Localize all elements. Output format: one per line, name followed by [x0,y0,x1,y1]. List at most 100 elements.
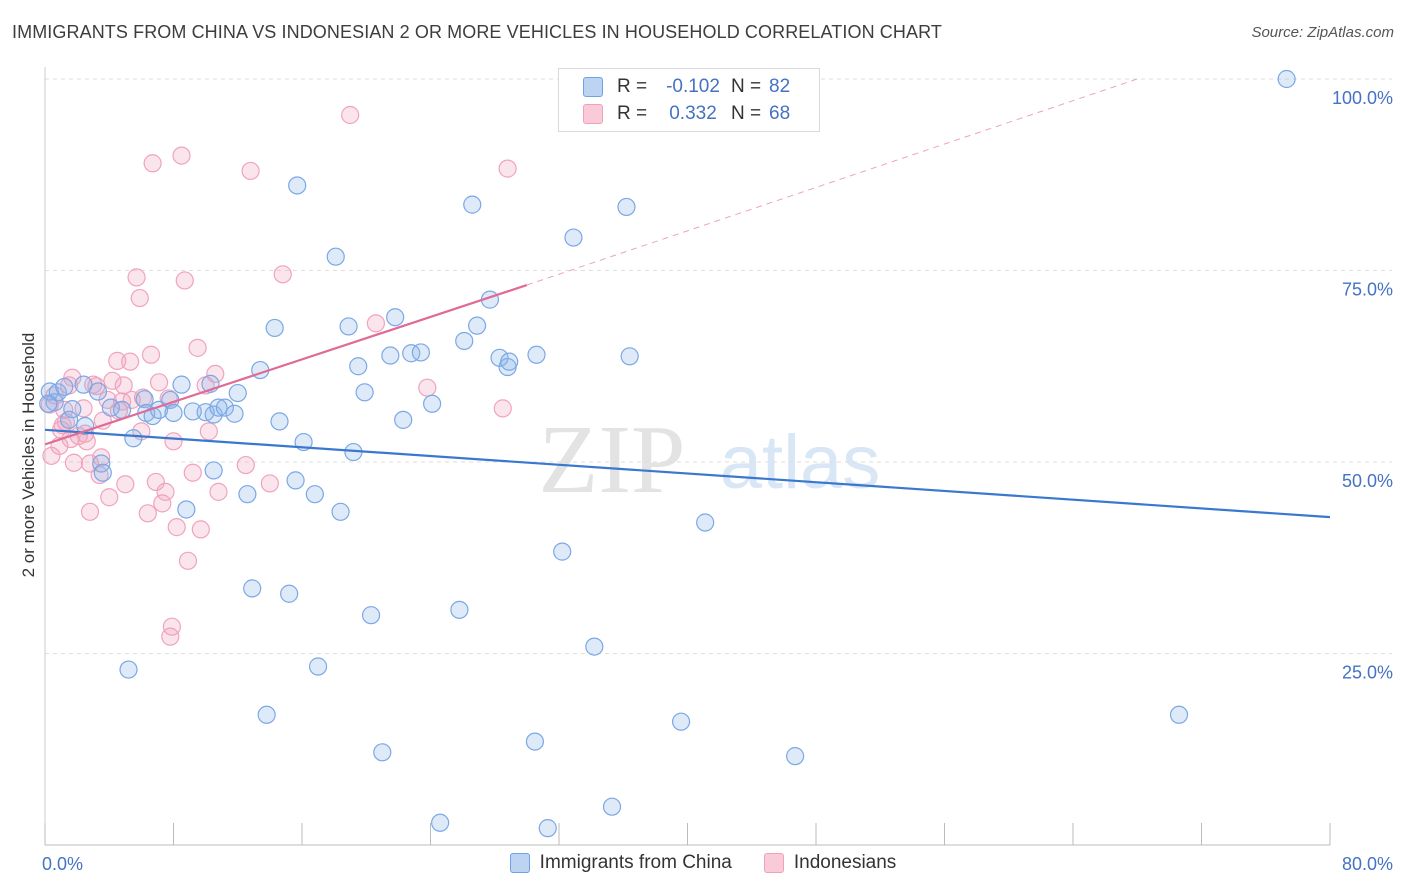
china-point [553,542,572,561]
china-point [326,247,345,266]
china-point [355,383,374,402]
watermark-zip: ZIP [539,406,686,514]
legend-r-value: 0.332 [669,103,717,124]
indonesians-point [175,271,194,290]
indonesians-point [172,146,191,165]
china-point [305,485,324,504]
china-point [55,377,74,397]
china-point [339,317,358,336]
china-point [280,584,299,603]
correlation-legend: R = -0.102 N = 82 R = 0.332 N = 68 [558,68,820,132]
china-point [620,347,639,366]
legend-r-label: R = [617,76,648,97]
y-axis-label: 2 or more Vehicles in Household [19,333,38,578]
legend-indonesians-label: Indonesians [793,852,897,873]
china-point [286,471,305,490]
watermark: ZIP atlas [539,406,881,514]
china-point [564,228,583,247]
indonesians-point [141,345,161,364]
indonesians-point [493,399,512,418]
indonesians-point [127,268,146,287]
china-point [585,637,604,656]
indonesians-point [498,159,517,178]
indonesians-point [156,482,175,501]
china-point [74,375,93,394]
china-point [135,390,154,409]
china-point [602,797,622,816]
indonesians-point [143,154,162,173]
indonesians-point [236,455,255,475]
china-point [331,502,350,521]
indonesians-point [64,453,84,472]
china-point [373,743,392,762]
legend-item-china: Immigrants from China [509,852,732,874]
legend-item-indonesians: Indonesians [763,852,897,874]
china-point [288,176,307,195]
indonesians-point [188,338,207,357]
china-point [617,197,636,217]
indonesians-point [273,265,292,284]
indonesians-point [138,504,157,523]
indonesians-point [100,488,119,507]
china-point [257,705,276,724]
china-point [92,454,111,473]
china-point [45,393,64,412]
axes [44,67,1331,846]
indonesians-point [241,161,260,181]
indonesians-point [92,448,111,467]
legend-n-value: 68 [769,103,791,124]
china-point [411,343,430,362]
indonesians-point [178,551,198,570]
indonesians-point [366,314,385,333]
indonesians-point [114,376,133,395]
indonesians-point [206,364,225,384]
indonesians-point [130,288,149,308]
china-point [308,657,328,676]
china-swatch-icon [509,853,530,873]
china-point [164,403,183,423]
china-point [243,579,262,598]
china-point [450,600,469,619]
tick-labels: 25.0% 50.0% 75.0% 100.0% 0.0% 80.0% [42,88,1393,874]
y-tick-label: 25.0% [1342,663,1393,683]
source-label: Source: ZipAtlas.com [1251,24,1394,41]
china-point [381,346,400,365]
china-point [1277,69,1296,89]
indonesians-point [149,373,169,392]
china-point [467,316,487,335]
china-point [696,513,715,532]
x-tick-label: 0.0% [42,854,83,874]
indonesians-point [122,390,141,410]
legend-n-label: N = [731,103,762,124]
china-point [228,383,247,403]
indonesians-point [167,518,186,537]
china-point [402,344,421,363]
legend-n-value: 82 [769,76,791,97]
china-point [59,410,79,429]
y-tick-label: 50.0% [1342,471,1393,491]
indonesians-point [162,617,181,636]
china-point [172,375,191,394]
china-trend-line [44,428,1331,519]
china-point [786,747,805,766]
china-point [538,819,557,838]
indonesians-point [146,472,165,492]
china-point [386,308,405,327]
indonesians-point [80,502,100,521]
china-point [209,398,228,417]
china-point [93,463,112,482]
indonesians-point [260,474,279,493]
y-tick-label: 75.0% [1342,280,1393,300]
china-point [1169,705,1189,724]
china-point [500,352,519,371]
indonesians-point [191,520,210,539]
china-point [361,606,381,625]
chart-title: IMMIGRANTS FROM CHINA VS INDONESIAN 2 OR… [12,22,942,42]
indonesians-point [77,432,96,451]
china-point [265,318,284,338]
china-point [63,400,82,419]
indonesians-trend-line [44,284,528,446]
legend-n-label: N = [731,76,762,97]
indonesians-point [108,351,127,370]
